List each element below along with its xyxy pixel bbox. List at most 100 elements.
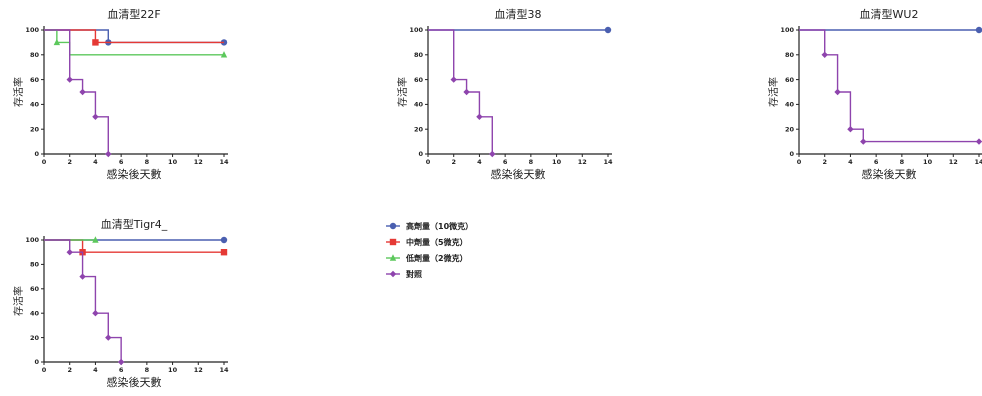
survival-marker xyxy=(92,236,99,243)
legend-label: 高劑量（10微克） xyxy=(406,221,473,231)
survival-marker xyxy=(489,150,496,158)
x-tick-label: 14 xyxy=(219,158,229,166)
legend-marker xyxy=(389,222,397,230)
y-tick-label: 80 xyxy=(30,51,40,59)
survival-marker xyxy=(450,76,457,83)
survival-marker xyxy=(220,236,228,244)
chart-title: 血清型22F xyxy=(107,7,160,21)
chart-title: 血清型Tigr4_ xyxy=(101,217,168,231)
panel-wu2: 血清型WU2 0 20 40 60 80 100 0 2 4 6 8 10 12 14 感染後天數 存活率 xyxy=(767,7,982,181)
legend-label: 低劑量（2微克） xyxy=(405,253,468,263)
x-tick-label: 10 xyxy=(923,158,933,166)
panel-tigr4: 血清型Tigr4_ 0 20 40 60 80 100 0 2 4 6 8 10 12 14 感染後天數 存活率 xyxy=(12,217,229,389)
x-tick-label: 4 xyxy=(848,158,853,166)
survival-marker xyxy=(463,88,470,96)
y-tick-label: 40 xyxy=(30,101,40,109)
y-tick-label: 60 xyxy=(785,76,795,84)
survival-marker xyxy=(975,26,982,34)
x-tick-label: 4 xyxy=(93,366,98,374)
survival-marker xyxy=(105,150,112,158)
survival-marker xyxy=(604,26,612,34)
x-tick-label: 0 xyxy=(426,158,431,166)
x-tick-label: 0 xyxy=(42,158,47,166)
legend-label: 對照 xyxy=(406,269,422,279)
x-tick-label: 8 xyxy=(900,158,905,166)
x-tick-label: 4 xyxy=(93,158,98,166)
chart-title: 血清型WU2 xyxy=(860,7,919,21)
x-tick-label: 6 xyxy=(119,366,124,374)
x-tick-label: 0 xyxy=(42,366,47,374)
y-tick-label: 20 xyxy=(30,334,40,342)
y-tick-label: 0 xyxy=(34,150,39,158)
x-tick-label: 8 xyxy=(529,158,534,166)
x-tick-label: 10 xyxy=(168,366,178,374)
x-tick-label: 12 xyxy=(194,158,203,166)
survival-marker xyxy=(860,138,867,145)
survival-marker xyxy=(66,249,73,256)
survival-marker xyxy=(105,334,112,341)
y-tick-label: 20 xyxy=(785,125,795,133)
x-tick-label: 12 xyxy=(949,158,958,166)
x-tick-label: 2 xyxy=(451,158,456,166)
survival-marker xyxy=(117,358,125,366)
survival-marker xyxy=(79,88,86,96)
x-tick-label: 6 xyxy=(503,158,508,166)
survival-line xyxy=(44,29,224,44)
y-tick-label: 100 xyxy=(25,236,39,244)
legend-marker xyxy=(389,270,397,278)
y-tick-label: 60 xyxy=(414,76,424,84)
survival-marker xyxy=(66,76,73,83)
y-tick-label: 60 xyxy=(30,285,40,293)
survival-line xyxy=(44,29,224,44)
survival-marker xyxy=(92,310,99,317)
legend-marker xyxy=(389,238,397,246)
y-axis-label: 存活率 xyxy=(12,286,25,316)
panel-22f: 血清型22F 0 20 40 60 80 100 0 2 4 6 8 10 12 14 感染後天數 存活率 xyxy=(12,7,229,181)
x-tick-label: 14 xyxy=(603,158,613,166)
y-tick-label: 20 xyxy=(414,125,424,133)
survival-marker xyxy=(220,51,228,58)
x-axis-label: 感染後天數 xyxy=(862,167,917,181)
x-tick-label: 12 xyxy=(194,366,203,374)
y-axis-label: 存活率 xyxy=(12,77,25,107)
survival-line xyxy=(799,29,979,143)
survival-marker xyxy=(834,88,841,96)
x-tick-label: 2 xyxy=(822,158,827,166)
x-tick-label: 4 xyxy=(477,158,482,166)
survival-line xyxy=(428,29,493,154)
y-tick-label: 60 xyxy=(30,76,40,84)
x-tick-label: 0 xyxy=(797,158,802,166)
y-tick-label: 100 xyxy=(780,26,794,34)
survival-line xyxy=(44,29,109,154)
panel-38: 血清型38 0 20 40 60 80 100 0 2 4 6 8 10 12 14 感染後天數 存活率 xyxy=(396,7,613,181)
legend: 高劑量（10微克） 中劑量（5微克） 低劑量（2微克） 對照 xyxy=(386,221,473,279)
y-tick-label: 0 xyxy=(418,150,423,158)
survival-marker xyxy=(847,126,854,133)
survival-marker xyxy=(79,273,86,280)
survival-marker xyxy=(821,51,828,58)
legend-marker xyxy=(389,254,397,261)
x-tick-label: 10 xyxy=(168,158,178,166)
survival-marker xyxy=(975,138,982,145)
x-tick-label: 12 xyxy=(578,158,587,166)
y-tick-label: 20 xyxy=(30,125,40,133)
survival-line xyxy=(44,239,122,362)
x-tick-label: 6 xyxy=(119,158,124,166)
x-tick-label: 2 xyxy=(67,366,72,374)
x-axis-label: 感染後天數 xyxy=(491,167,546,181)
x-axis-label: 感染後天數 xyxy=(107,167,162,181)
x-tick-label: 8 xyxy=(145,158,150,166)
x-tick-label: 14 xyxy=(219,366,229,374)
legend-label: 中劑量（5微克） xyxy=(406,237,468,247)
x-tick-label: 8 xyxy=(145,366,150,374)
y-axis-label: 存活率 xyxy=(396,77,409,107)
y-axis-label: 存活率 xyxy=(767,77,780,107)
y-tick-label: 40 xyxy=(30,309,40,317)
x-axis-label: 感染後天數 xyxy=(107,375,162,389)
survival-marker xyxy=(220,249,228,256)
y-tick-label: 100 xyxy=(409,26,423,34)
y-tick-label: 80 xyxy=(414,51,424,59)
survival-marker xyxy=(53,38,61,46)
x-tick-label: 10 xyxy=(552,158,562,166)
